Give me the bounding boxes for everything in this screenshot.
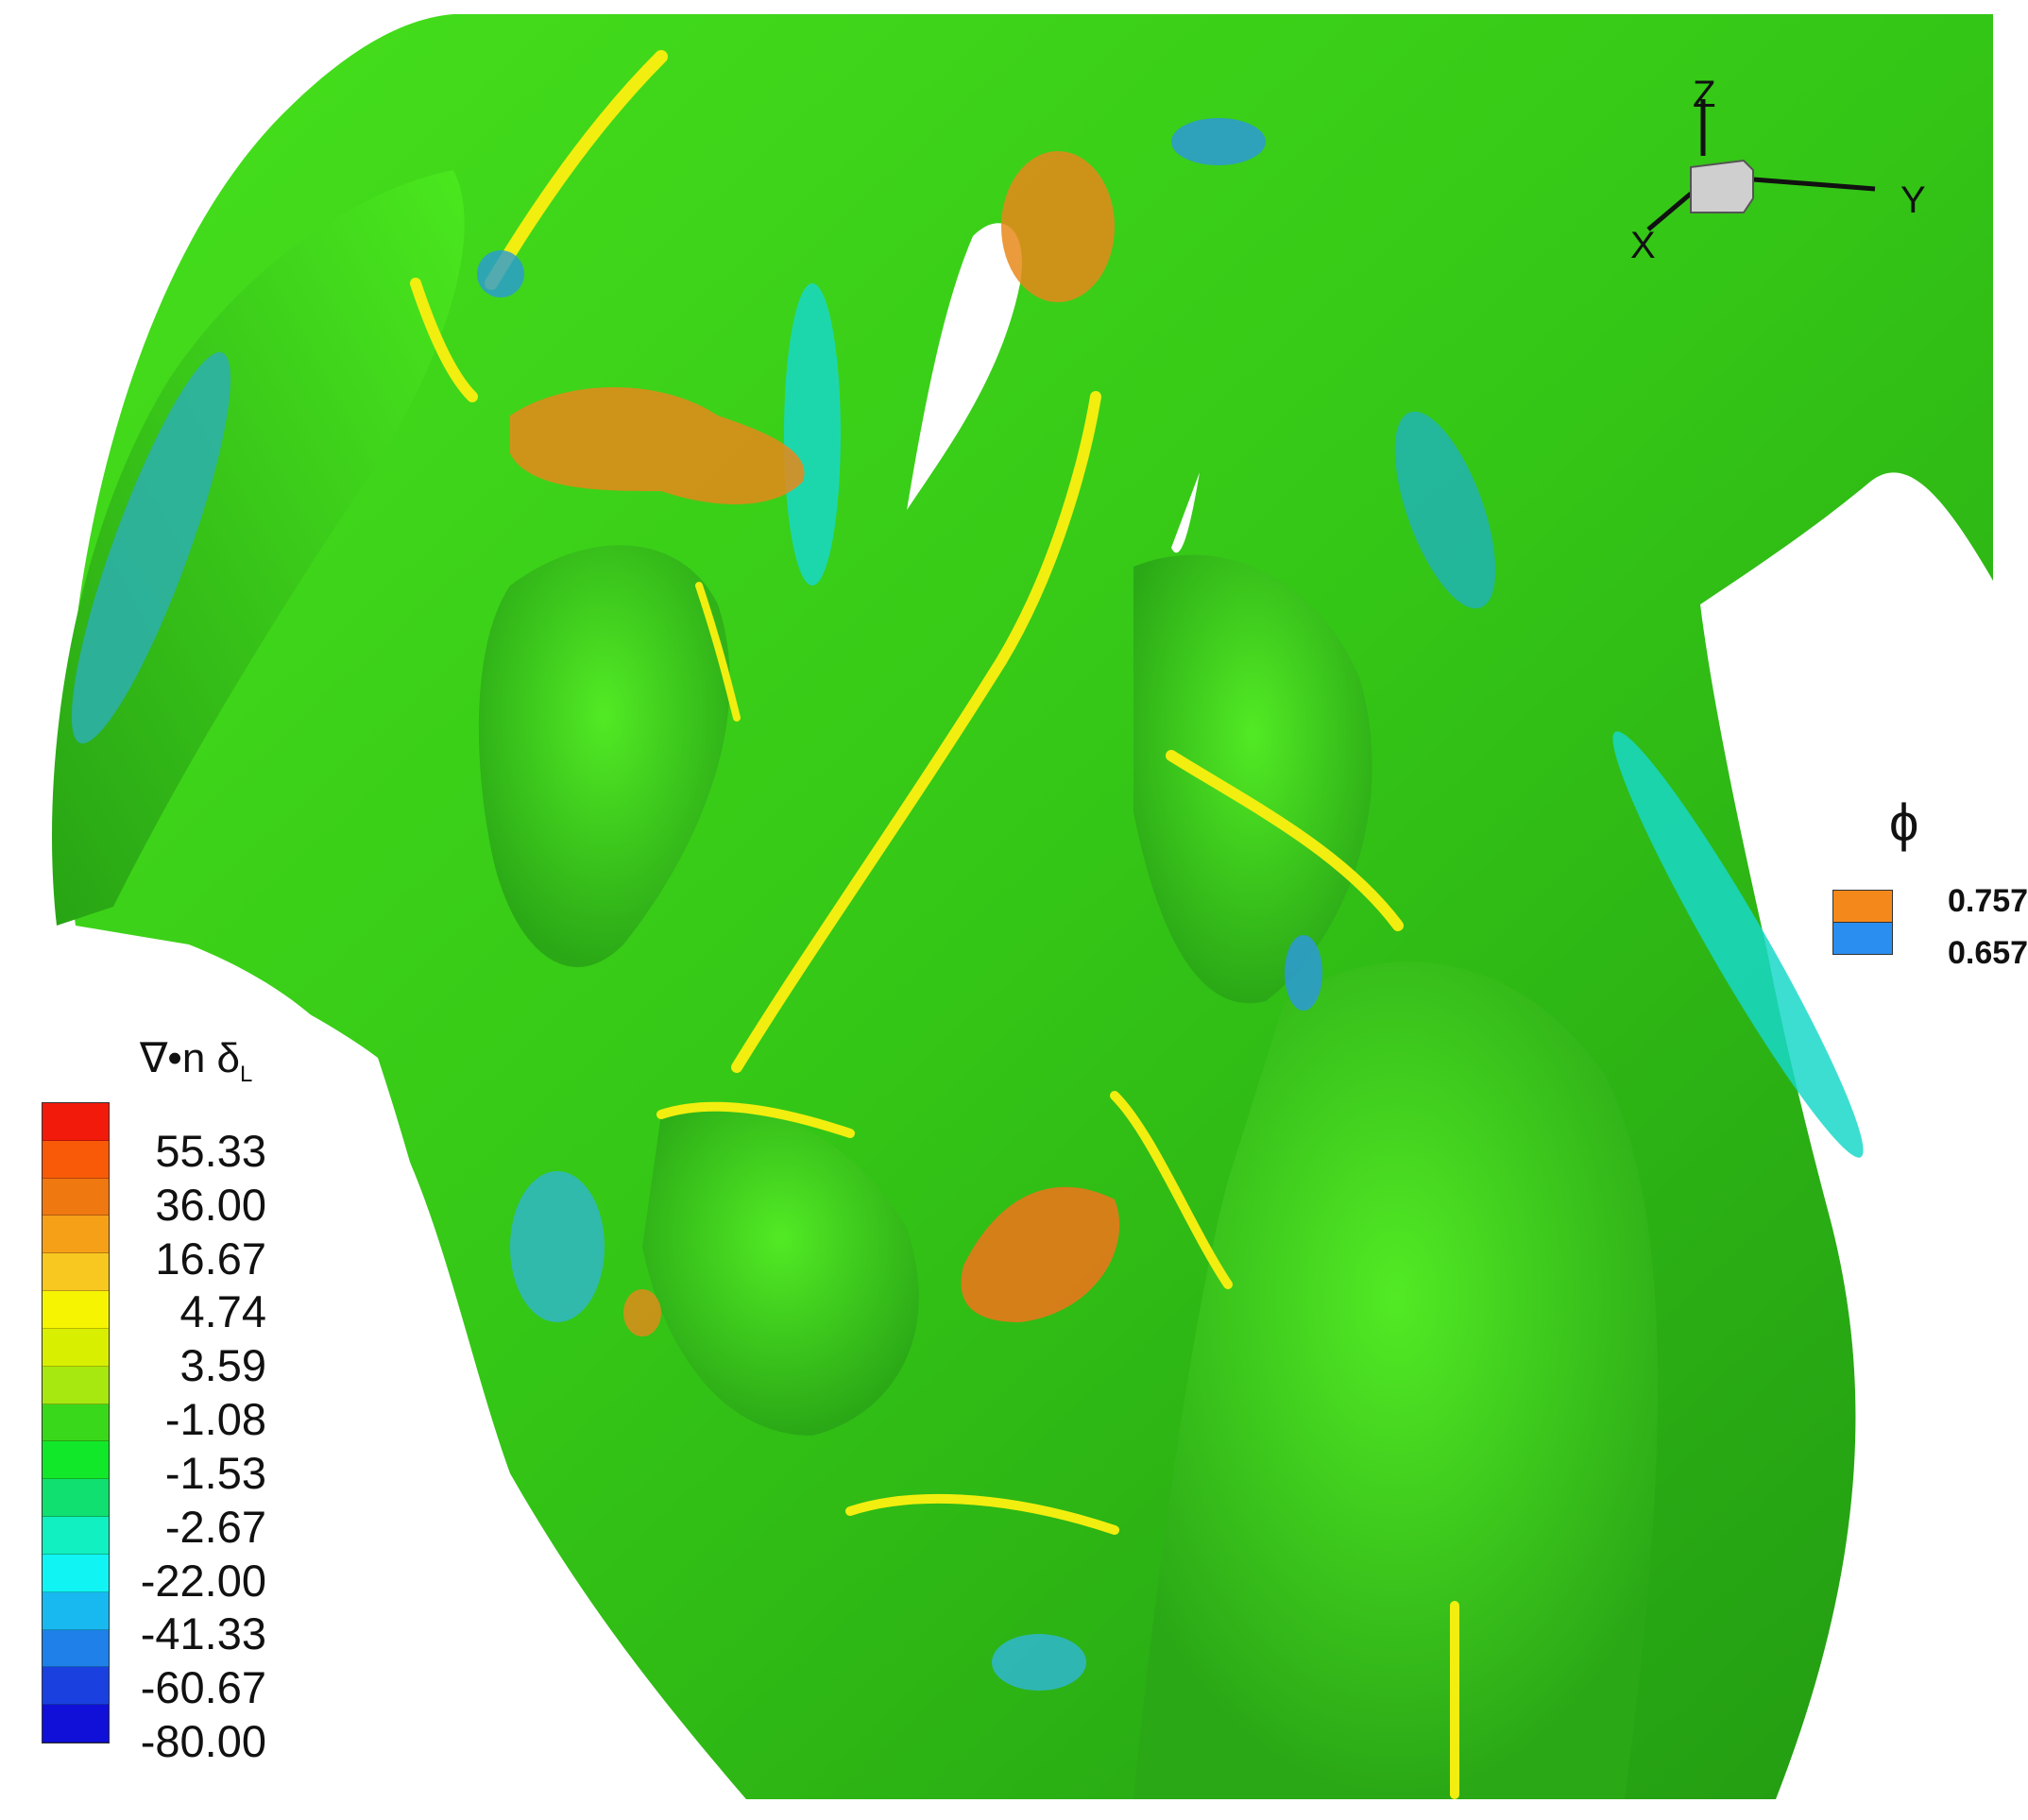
axes-triad bbox=[1646, 99, 1876, 231]
colorbar-band bbox=[43, 1705, 109, 1743]
colorbar-title-subscript: L bbox=[240, 1061, 253, 1087]
z-axis-label: Z bbox=[1693, 74, 1716, 115]
colorbar-tick-label: 4.74 bbox=[179, 1286, 266, 1337]
colorbar-tick-label: 16.67 bbox=[155, 1233, 266, 1284]
phi-label: 0.757 bbox=[1948, 883, 2028, 919]
surface-left-lobe bbox=[52, 170, 465, 926]
colorbar-band bbox=[43, 1403, 109, 1442]
colorbar-band bbox=[43, 1554, 109, 1592]
surface-lobe bbox=[478, 545, 730, 967]
colorbar-band bbox=[43, 1328, 109, 1367]
colorbar-band bbox=[43, 1140, 109, 1179]
phi-swatch-0657 bbox=[1832, 922, 1893, 955]
surface-lobe bbox=[642, 1106, 919, 1436]
colorbar-tick-label: 36.00 bbox=[155, 1179, 266, 1230]
colorbar-tick-label: -22.00 bbox=[140, 1555, 266, 1606]
phi-legend-title: ϕ bbox=[1889, 792, 1919, 852]
y-axis-label: Y bbox=[1900, 179, 1926, 221]
colorbar-tick-label: 55.33 bbox=[155, 1126, 266, 1176]
surface-lobe bbox=[1133, 554, 1372, 1004]
colorbar-tick-label: -2.67 bbox=[164, 1501, 266, 1552]
colorbar-band bbox=[43, 1591, 109, 1630]
colorbar-tick-label: -1.08 bbox=[164, 1394, 266, 1445]
colorbar-band bbox=[43, 1441, 109, 1480]
background-gap bbox=[1700, 472, 2028, 1820]
surface-lobe bbox=[1133, 961, 1658, 1799]
phi-label: 0.657 bbox=[1948, 935, 2028, 971]
colorbar-band bbox=[43, 1667, 109, 1706]
colorbar-band bbox=[43, 1103, 109, 1141]
curvature-ridges bbox=[410, 50, 1460, 1799]
phi-isosurfaces bbox=[477, 151, 1120, 1336]
background-gap bbox=[0, 935, 746, 1820]
colorbar bbox=[42, 1102, 110, 1743]
background-gap bbox=[1171, 472, 1200, 553]
colorbar-band bbox=[43, 1517, 109, 1555]
colorbar-band bbox=[43, 1216, 109, 1254]
colorbar-band bbox=[43, 1479, 109, 1518]
colorbar-tick-label: 3.59 bbox=[179, 1340, 266, 1391]
colorbar-band bbox=[43, 1366, 109, 1404]
phi-swatch-0757 bbox=[1832, 890, 1893, 923]
colorbar-title: ∇•n δL bbox=[140, 1034, 252, 1088]
colorbar-tick-label: -80.00 bbox=[140, 1716, 266, 1766]
colorbar-tick-label: -1.53 bbox=[164, 1447, 266, 1498]
colorbar-tick-label: -60.67 bbox=[140, 1662, 266, 1713]
colorbar-band bbox=[43, 1253, 109, 1292]
x-axis-label: X bbox=[1630, 225, 1656, 266]
colorbar-title-text: ∇•n δ bbox=[140, 1035, 241, 1081]
colorbar-tick-label: -41.33 bbox=[140, 1608, 266, 1659]
colorbar-band bbox=[43, 1291, 109, 1329]
curvature-troughs bbox=[71, 118, 1864, 1691]
colorbar-band bbox=[43, 1629, 109, 1668]
background-gap bbox=[907, 223, 1022, 510]
colorbar-band bbox=[43, 1178, 109, 1216]
